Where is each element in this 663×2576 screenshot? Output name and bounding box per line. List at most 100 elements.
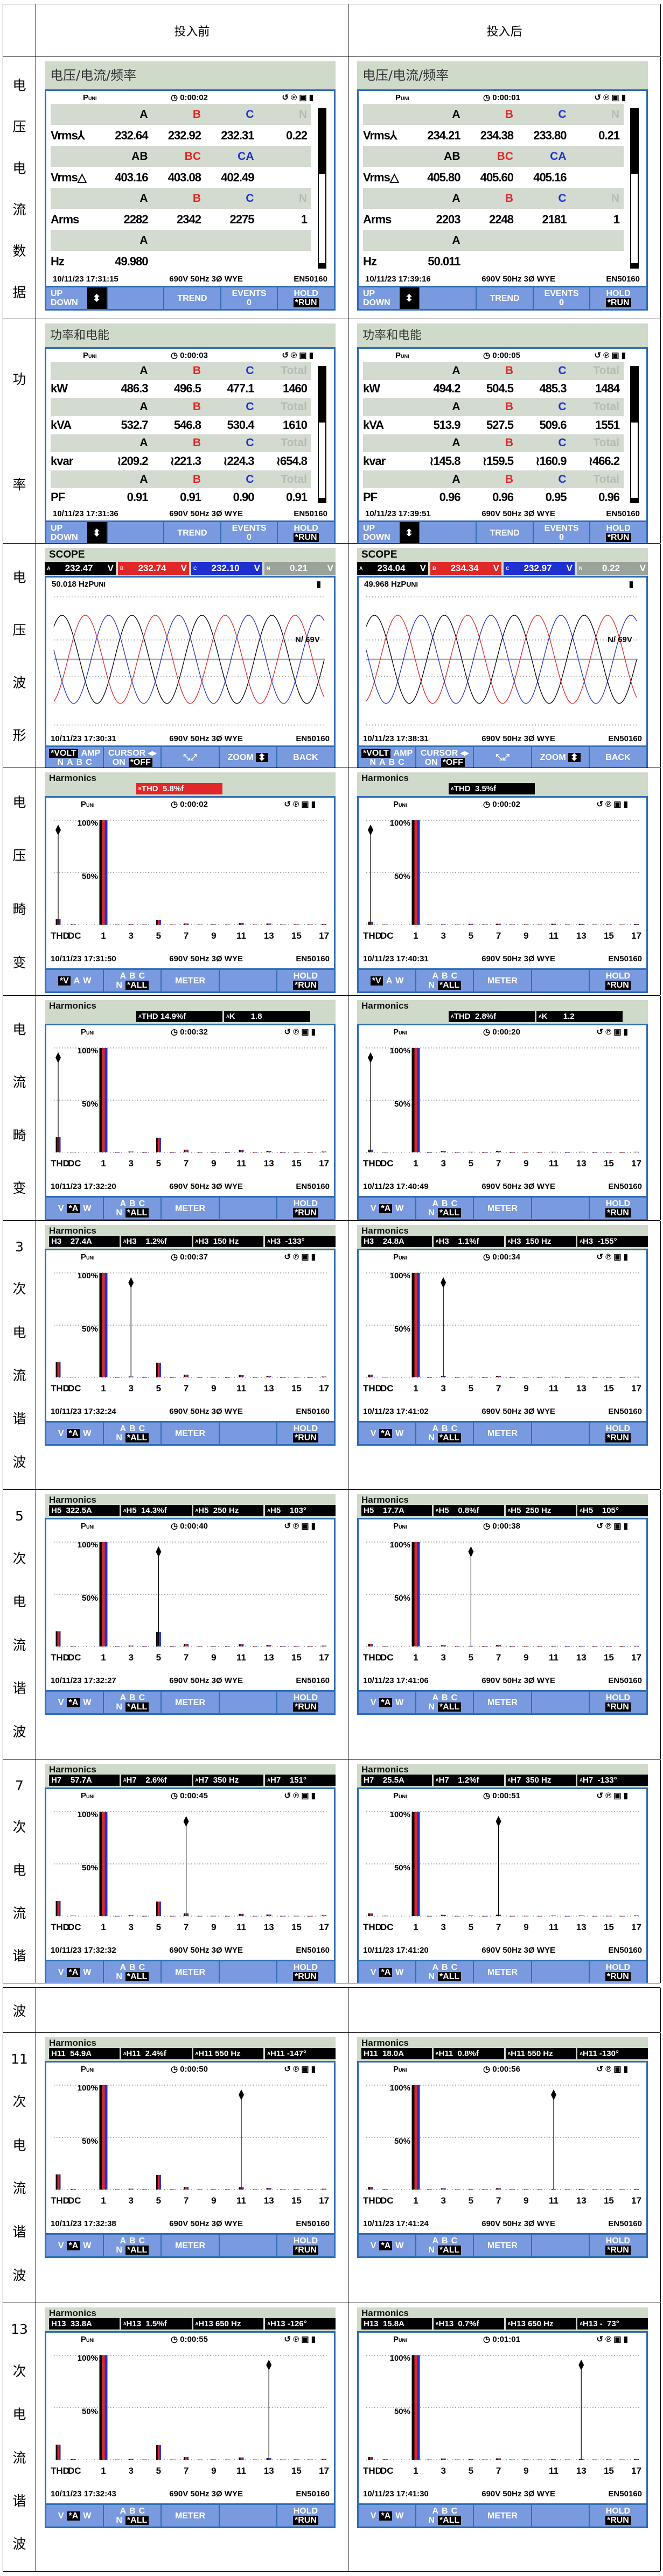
softkey-4[interactable]: ZOOM ⬍: [220, 747, 277, 768]
softkey-3[interactable]: METER: [162, 970, 220, 991]
scrollbar[interactable]: [318, 366, 326, 503]
softkey-3[interactable]: METER: [474, 970, 532, 991]
softkey-4[interactable]: [220, 1692, 277, 1713]
softkey-3[interactable]: METER: [162, 1198, 220, 1219]
softkey-1[interactable]: V *A W: [46, 1692, 104, 1713]
softkey-5[interactable]: HOLD *RUN: [590, 1692, 646, 1713]
cursor-handle-icon[interactable]: [55, 825, 61, 835]
softkey-2[interactable]: [108, 287, 165, 309]
softkey-3[interactable]: METER: [474, 1423, 532, 1444]
softkey-2[interactable]: A B C N *ALL: [104, 1692, 162, 1713]
softkey-4[interactable]: [532, 1961, 590, 1983]
softkey-4[interactable]: [532, 1423, 590, 1444]
softkey-1[interactable]: V *A W: [359, 1961, 417, 1983]
softkey-1[interactable]: V *A W: [46, 1961, 104, 1983]
softkey-3[interactable]: TREND: [477, 522, 534, 543]
softkey-2[interactable]: A B C N *ALL: [416, 970, 474, 991]
softkey-1[interactable]: V *A W: [359, 2235, 417, 2256]
softkey-5[interactable]: HOLD *RUN: [277, 1692, 334, 1713]
softkey-1[interactable]: UP DOWN ⬍: [46, 522, 108, 543]
softkey-5[interactable]: HOLD *RUN: [590, 522, 646, 543]
softkey-1[interactable]: *V A W: [46, 970, 104, 991]
softkey-4[interactable]: [532, 2505, 590, 2526]
softkey-4[interactable]: [220, 1423, 277, 1444]
softkey-2[interactable]: A B C N *ALL: [416, 1198, 474, 1219]
softkey-3[interactable]: ⤡⤢: [474, 747, 532, 768]
scroll-down-arrow[interactable]: [631, 263, 638, 268]
scroll-up-arrow[interactable]: [319, 109, 325, 114]
softkey-2[interactable]: A B C N *ALL: [104, 1961, 162, 1983]
softkey-3[interactable]: METER: [162, 1423, 220, 1444]
softkey-3[interactable]: TREND: [477, 287, 534, 309]
softkey-1[interactable]: *VOLT AMP N A B C: [46, 747, 104, 768]
softkey-3[interactable]: METER: [474, 1961, 532, 1983]
softkey-5[interactable]: HOLD *RUN: [590, 1423, 646, 1444]
softkey-5[interactable]: BACK: [277, 747, 334, 768]
scrollbar[interactable]: [318, 108, 326, 269]
softkey-5[interactable]: HOLD *RUN: [590, 2505, 646, 2526]
softkey-5[interactable]: HOLD *RUN: [277, 2235, 334, 2256]
softkey-2[interactable]: A B C N *ALL: [104, 970, 162, 991]
softkey-5[interactable]: HOLD *RUN: [278, 287, 334, 309]
scrollbar[interactable]: [630, 108, 639, 269]
cursor-handle-icon[interactable]: [239, 2089, 244, 2100]
cursor-handle-icon[interactable]: [495, 1816, 501, 1827]
softkey-3[interactable]: METER: [162, 1961, 220, 1983]
softkey-5[interactable]: HOLD *RUN: [590, 2235, 646, 2256]
softkey-1[interactable]: V *A W: [359, 2505, 417, 2526]
softkey-1[interactable]: V *A W: [359, 1692, 417, 1713]
softkey-1[interactable]: UP DOWN ⬍: [359, 522, 420, 543]
softkey-2[interactable]: CURSOR ◂▸ ON *OFF: [416, 747, 474, 768]
softkey-5[interactable]: HOLD *RUN: [590, 287, 646, 309]
softkey-2[interactable]: A B C N *ALL: [416, 2505, 474, 2526]
softkey-5[interactable]: HOLD *RUN: [277, 1198, 334, 1219]
softkey-3[interactable]: TREND: [164, 522, 221, 543]
softkey-2[interactable]: [420, 522, 477, 543]
cursor-handle-icon[interactable]: [441, 1277, 446, 1288]
softkey-1[interactable]: *VOLT AMP N A B C: [359, 747, 417, 768]
cursor-handle-icon[interactable]: [468, 1546, 474, 1557]
scroll-up-arrow[interactable]: [319, 367, 325, 371]
softkey-3[interactable]: METER: [162, 2505, 220, 2526]
softkey-4[interactable]: EVENTS 0: [534, 287, 591, 309]
softkey-2[interactable]: A B C N *ALL: [416, 2235, 474, 2256]
softkey-4[interactable]: [532, 1198, 590, 1219]
softkey-2[interactable]: A B C N *ALL: [416, 1423, 474, 1444]
softkey-1[interactable]: V *A W: [46, 2235, 104, 2256]
softkey-3[interactable]: METER: [474, 2235, 532, 2256]
scroll-up-arrow[interactable]: [631, 109, 638, 114]
softkey-4[interactable]: EVENTS 0: [221, 287, 278, 309]
softkey-4[interactable]: [532, 2235, 590, 2256]
scroll-thumb[interactable]: [631, 371, 638, 423]
softkey-4[interactable]: [220, 1198, 277, 1219]
cursor-handle-icon[interactable]: [578, 2360, 584, 2370]
softkey-4[interactable]: [220, 2505, 277, 2526]
cursor-handle-icon[interactable]: [368, 1052, 373, 1063]
scroll-thumb[interactable]: [319, 371, 325, 423]
scroll-down-arrow[interactable]: [319, 498, 325, 502]
softkey-3[interactable]: METER: [474, 1692, 532, 1713]
cursor-handle-icon[interactable]: [551, 2089, 556, 2100]
cursor-handle-icon[interactable]: [183, 1816, 189, 1827]
softkey-2[interactable]: CURSOR ◂▸ ON *OFF: [104, 747, 162, 768]
softkey-3[interactable]: METER: [162, 2235, 220, 2256]
softkey-2[interactable]: A B C N *ALL: [416, 1961, 474, 1983]
softkey-1[interactable]: V *A W: [46, 1198, 104, 1219]
softkey-2[interactable]: A B C N *ALL: [416, 1692, 474, 1713]
softkey-2[interactable]: A B C N *ALL: [104, 1423, 162, 1444]
softkey-1[interactable]: V *A W: [359, 1423, 417, 1444]
softkey-2[interactable]: A B C N *ALL: [104, 1198, 162, 1219]
scroll-up-arrow[interactable]: [631, 367, 638, 371]
softkey-4[interactable]: [220, 1961, 277, 1983]
softkey-5[interactable]: HOLD *RUN: [277, 1423, 334, 1444]
softkey-1[interactable]: V *A W: [46, 2505, 104, 2526]
softkey-4[interactable]: ZOOM ⬍: [532, 747, 590, 768]
softkey-1[interactable]: UP DOWN ⬍: [46, 287, 108, 309]
softkey-4[interactable]: [532, 1692, 590, 1713]
scroll-thumb[interactable]: [631, 114, 638, 174]
softkey-2[interactable]: A B C N *ALL: [104, 2235, 162, 2256]
softkey-4[interactable]: [220, 2235, 277, 2256]
softkey-3[interactable]: METER: [474, 1198, 532, 1219]
softkey-3[interactable]: METER: [162, 1692, 220, 1713]
softkey-5[interactable]: HOLD *RUN: [277, 1961, 334, 1983]
